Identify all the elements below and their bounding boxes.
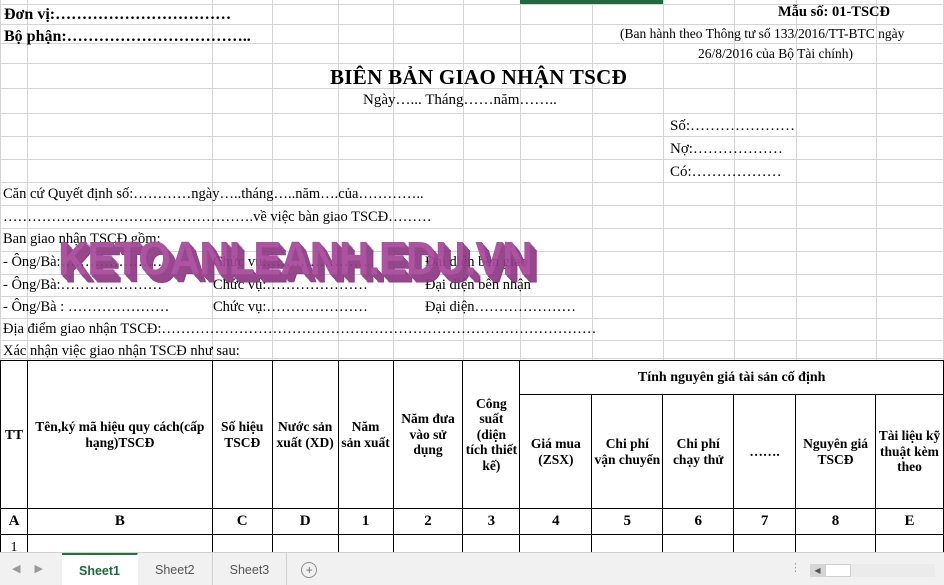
th-asset-code[interactable]: Số hiệu TSCĐ — [211, 360, 273, 509]
th-trial-run-cost[interactable]: Chi phí chạy thử — [662, 394, 735, 509]
member-3-position[interactable]: Chức vụ:………………… — [213, 299, 368, 315]
table-header-row-1: TT Tên,ký mã hiệu quy cách(cấp hạng)TSCĐ… — [0, 360, 944, 509]
letter-cell-5[interactable]: 5 — [591, 508, 664, 535]
th-original-cost[interactable]: Nguyên giá TSCĐ — [795, 394, 876, 509]
ref-so[interactable]: Số:………………… — [670, 118, 796, 134]
th-country[interactable]: Nước sản xuất (XD) — [271, 360, 339, 509]
tab-sheet1[interactable]: Sheet1 — [62, 553, 138, 585]
sheet-nav-arrows: ◀ ▶ — [0, 553, 55, 585]
th-capacity[interactable]: Công suất (diện tích thiết kế) — [462, 360, 521, 509]
scrollbar-track[interactable] — [851, 564, 935, 577]
document-title[interactable]: BIÊN BẢN GIAO NHẬN TSCĐ — [330, 65, 628, 89]
th-transport-cost[interactable]: Chi phí vận chuyển — [591, 394, 664, 509]
tab-sheet3[interactable]: Sheet3 — [212, 553, 288, 585]
letter-cell-a[interactable]: A — [0, 508, 28, 535]
document-date-line[interactable]: Ngày…... Tháng……năm…….. — [363, 92, 557, 108]
member-1-role[interactable]: Đại diện bên giao — [425, 254, 528, 270]
ref-no[interactable]: Nợ:……………… — [670, 141, 783, 157]
th-year-made[interactable]: Năm sản xuất — [337, 360, 394, 509]
sheet-tab-bar: ◀ ▶ Sheet1 Sheet2 Sheet3 + ⋮ ◀ — [0, 552, 944, 585]
tab-sheet2[interactable]: Sheet2 — [138, 553, 213, 585]
member-2-role[interactable]: Đại diện bên nhận — [425, 277, 531, 293]
unit-label[interactable]: Đơn vị:…………………………… — [4, 6, 232, 23]
sheet-content: Đơn vị:…………………………… Bộ phận:……………………………..… — [3, 4, 905, 359]
selected-column-indicator — [520, 0, 663, 4]
handover-subject-line[interactable]: …………………………………………….về việc bàn giao TSCĐ…… — [3, 209, 432, 225]
letter-cell-7[interactable]: 7 — [733, 508, 797, 535]
letter-cell-4[interactable]: 4 — [519, 508, 593, 535]
letter-cell-1[interactable]: 1 — [337, 508, 394, 535]
decision-basis-line[interactable]: Căn cứ Quyết định số:…………ngày…..tháng…..… — [3, 186, 424, 202]
add-sheet-button[interactable]: + — [287, 553, 331, 585]
ref-co[interactable]: Có:……………… — [670, 164, 782, 180]
confirmation-line[interactable]: Xác nhận việc giao nhận TSCĐ như sau: — [3, 343, 240, 359]
previous-sheet-icon[interactable]: ◀ — [12, 563, 21, 575]
scrollbar-thumb[interactable] — [825, 564, 851, 577]
member-3-name[interactable]: - Ông/Bà : ………………… — [3, 299, 170, 315]
member-3-role[interactable]: Đại diện………………… — [425, 299, 577, 315]
tscd-handover-table: TT Tên,ký mã hiệu quy cách(cấp hạng)TSCĐ… — [0, 360, 944, 561]
horizontal-scrollbar[interactable]: ◀ — [810, 564, 935, 577]
sheet-tabs: Sheet1 Sheet2 Sheet3 + — [62, 553, 331, 585]
letter-cell-d[interactable]: D — [271, 508, 339, 535]
th-year-in-use[interactable]: Năm đưa vào sử dụng — [392, 360, 464, 509]
letter-cell-3[interactable]: 3 — [462, 508, 521, 535]
th-technical-docs[interactable]: Tài liệu kỹ thuật kèm theo — [875, 394, 944, 509]
th-original-cost-group[interactable]: Tính nguyên giá tài sản cố định — [519, 360, 944, 395]
th-tt[interactable]: TT — [0, 360, 28, 509]
department-label[interactable]: Bộ phận:…………………………….. — [4, 28, 251, 45]
issued-line-1[interactable]: (Ban hành theo Thông tư số 133/2016/TT-B… — [620, 26, 905, 41]
letter-cell-c[interactable]: C — [211, 508, 273, 535]
scroll-left-icon[interactable]: ◀ — [810, 564, 825, 577]
letter-cell-8[interactable]: 8 — [795, 508, 876, 535]
handover-location-line[interactable]: Địa điểm giao nhận TSCĐ:…………………………………………… — [3, 321, 597, 337]
table-letter-row: A B C D 1 2 3 4 5 6 7 8 E — [0, 508, 944, 535]
issued-line-2[interactable]: 26/8/2016 của Bộ Tài chính) — [698, 46, 853, 61]
plus-icon: + — [301, 561, 318, 578]
letter-cell-b[interactable]: B — [26, 508, 213, 535]
member-1-name[interactable]: - Ông/Bà:………………… — [3, 254, 163, 270]
letter-cell-6[interactable]: 6 — [662, 508, 735, 535]
member-2-name[interactable]: - Ông/Bà:………………… — [3, 277, 163, 293]
next-sheet-icon[interactable]: ▶ — [34, 563, 43, 575]
committee-intro-line[interactable]: Ban giao nhận TSCĐ gồm: — [3, 231, 161, 247]
form-number[interactable]: Mẫu số: 01-TSCĐ — [778, 4, 890, 20]
letter-cell-2[interactable]: 2 — [392, 508, 464, 535]
th-asset-name[interactable]: Tên,ký mã hiệu quy cách(cấp hạng)TSCĐ — [26, 360, 213, 509]
member-1-position[interactable]: Chức vụ:………………… — [213, 254, 368, 270]
member-2-position[interactable]: Chức vụ:………………… — [213, 277, 368, 293]
scroll-grip-icon[interactable]: ⋮ — [790, 562, 801, 574]
th-other-cost[interactable]: ……. — [733, 394, 797, 509]
th-purchase-price[interactable]: Giá mua (ZSX) — [519, 394, 593, 509]
letter-cell-e[interactable]: E — [875, 508, 944, 535]
